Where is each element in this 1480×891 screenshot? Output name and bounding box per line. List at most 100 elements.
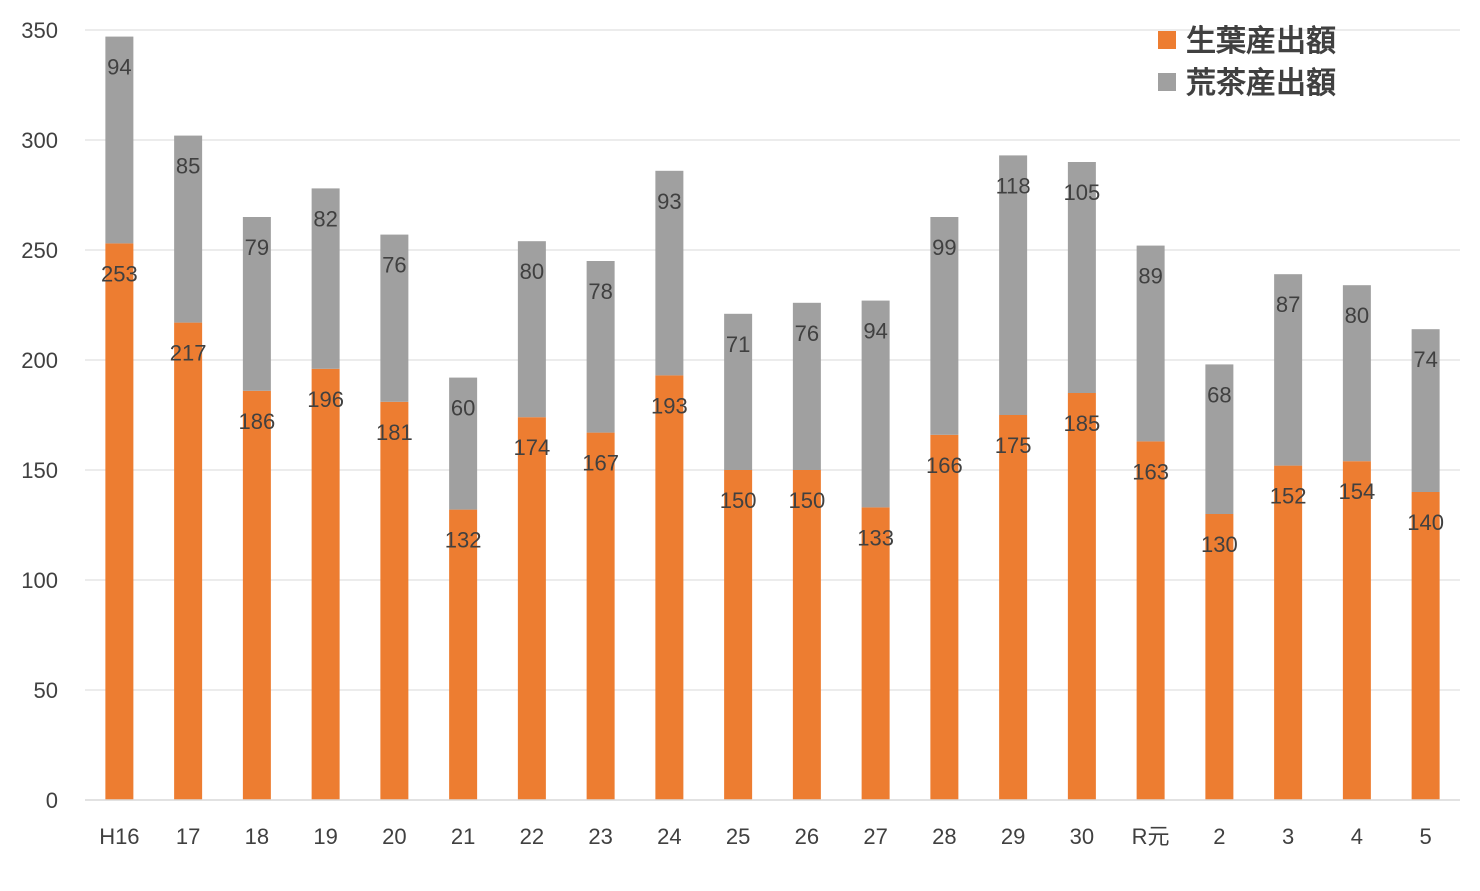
- y-tick-label: 50: [34, 678, 58, 703]
- data-label-crude: 87: [1276, 292, 1300, 317]
- x-tick-label: 23: [588, 824, 612, 849]
- bars: [105, 36, 1440, 800]
- bar-segment-leaf-25: [724, 470, 753, 800]
- data-label-leaf: 181: [376, 420, 413, 445]
- data-label-crude: 118: [996, 173, 1031, 198]
- bar-segment-crude-27: [861, 300, 890, 508]
- data-label-leaf: 186: [239, 409, 276, 434]
- x-tick-label: 17: [176, 824, 200, 849]
- data-label-leaf: 150: [720, 488, 757, 513]
- data-label-leaf: 167: [582, 451, 619, 476]
- data-label-crude: 85: [176, 154, 200, 179]
- bar-segment-leaf-17: [174, 322, 203, 800]
- data-label-leaf: 150: [789, 488, 826, 513]
- data-label-crude: 68: [1207, 382, 1231, 407]
- legend-swatch-0: [1158, 31, 1176, 49]
- data-label-crude: 94: [107, 55, 131, 80]
- bar-segment-crude-20: [380, 234, 409, 402]
- bar-segment-leaf-27: [861, 507, 890, 800]
- y-tick-label: 300: [21, 128, 58, 153]
- data-label-leaf: 130: [1201, 532, 1238, 557]
- bar-segment-crude-2: [1205, 364, 1234, 514]
- data-label-crude: 71: [726, 332, 750, 357]
- data-label-crude: 80: [520, 259, 544, 284]
- data-label-leaf: 154: [1339, 479, 1376, 504]
- bar-segment-crude-5: [1411, 329, 1440, 492]
- bar-segment-leaf-24: [655, 375, 684, 800]
- data-label-crude: 94: [863, 319, 887, 344]
- bar-segment-crude-18: [242, 217, 271, 391]
- x-tick-label: 5: [1420, 824, 1432, 849]
- x-tick-label: 25: [726, 824, 750, 849]
- x-tick-label: 20: [382, 824, 406, 849]
- legend-swatch-1: [1158, 73, 1176, 91]
- x-tick-label: 2: [1213, 824, 1225, 849]
- bar-segment-leaf-20: [380, 401, 409, 800]
- data-label-leaf: 253: [101, 261, 138, 286]
- data-label-crude: 79: [245, 235, 269, 260]
- data-label-crude: 76: [382, 253, 406, 278]
- data-label-leaf: 152: [1270, 484, 1307, 509]
- data-label-leaf: 185: [1064, 411, 1101, 436]
- bar-segment-crude-H16: [105, 36, 134, 244]
- data-label-leaf: 166: [926, 453, 963, 478]
- x-tick-label: H16: [99, 824, 139, 849]
- x-tick-label: 18: [245, 824, 269, 849]
- bar-segment-crude-30: [1067, 162, 1096, 393]
- data-label-crude: 78: [588, 279, 612, 304]
- bar-segment-leaf-H16: [105, 243, 134, 800]
- x-tick-label: 30: [1070, 824, 1094, 849]
- bar-segment-crude-19: [311, 188, 340, 369]
- bar-segment-crude-17: [174, 135, 203, 323]
- y-tick-label: 200: [21, 348, 58, 373]
- bar-segment-leaf-29: [999, 415, 1028, 800]
- bar-segment-leaf-4: [1342, 461, 1371, 800]
- y-tick-label: 100: [21, 568, 58, 593]
- bar-segment-leaf-5: [1411, 492, 1440, 800]
- gridlines: [85, 29, 1460, 691]
- y-tick-label: 0: [46, 788, 58, 813]
- bar-segment-leaf-3: [1274, 465, 1303, 800]
- data-label-crude: 74: [1413, 347, 1437, 372]
- x-tick-label: 22: [520, 824, 544, 849]
- bar-segment-crude-21: [449, 377, 478, 510]
- bar-segment-crude-28: [930, 217, 959, 435]
- bar-segment-leaf-23: [586, 432, 615, 800]
- data-labels: 253 94 217 85 186 79 196 82 181 76 132 60 174 80 167 78…: [101, 55, 1444, 557]
- bar-segment-leaf-30: [1067, 393, 1096, 800]
- x-tick-label: 29: [1001, 824, 1025, 849]
- data-label-crude: 82: [313, 206, 337, 231]
- x-tick-label: 27: [863, 824, 887, 849]
- y-tick-label: 250: [21, 238, 58, 263]
- data-label-leaf: 174: [514, 435, 551, 460]
- bar-segment-leaf-2: [1205, 514, 1234, 800]
- bar-segment-crude-22: [517, 241, 546, 418]
- x-tick-label: 24: [657, 824, 681, 849]
- data-label-leaf: 175: [995, 433, 1032, 458]
- data-label-crude: 60: [451, 396, 475, 421]
- x-tick-label: 19: [313, 824, 337, 849]
- bar-segment-crude-26: [792, 302, 821, 470]
- data-label-crude: 99: [932, 235, 956, 260]
- data-label-leaf: 193: [651, 393, 688, 418]
- y-tick-label: 350: [21, 18, 58, 43]
- data-label-crude: 93: [657, 189, 681, 214]
- y-tick-label: 150: [21, 458, 58, 483]
- bar-segment-leaf-28: [930, 434, 959, 800]
- bar-segment-leaf-21: [449, 509, 478, 800]
- data-label-crude: 105: [1064, 180, 1101, 205]
- legend-label-1: 荒茶産出額: [1186, 66, 1336, 101]
- x-tick-label: 26: [795, 824, 819, 849]
- data-label-leaf: 132: [445, 528, 482, 553]
- x-tick-label: 21: [451, 824, 475, 849]
- bar-segment-leaf-22: [517, 417, 546, 800]
- bar-segment-crude-29: [999, 155, 1028, 415]
- x-tick-label: 28: [932, 824, 956, 849]
- x-tick-label: 4: [1351, 824, 1363, 849]
- x-tick-label: R元: [1132, 824, 1170, 849]
- bar-segment-crude-23: [586, 261, 615, 433]
